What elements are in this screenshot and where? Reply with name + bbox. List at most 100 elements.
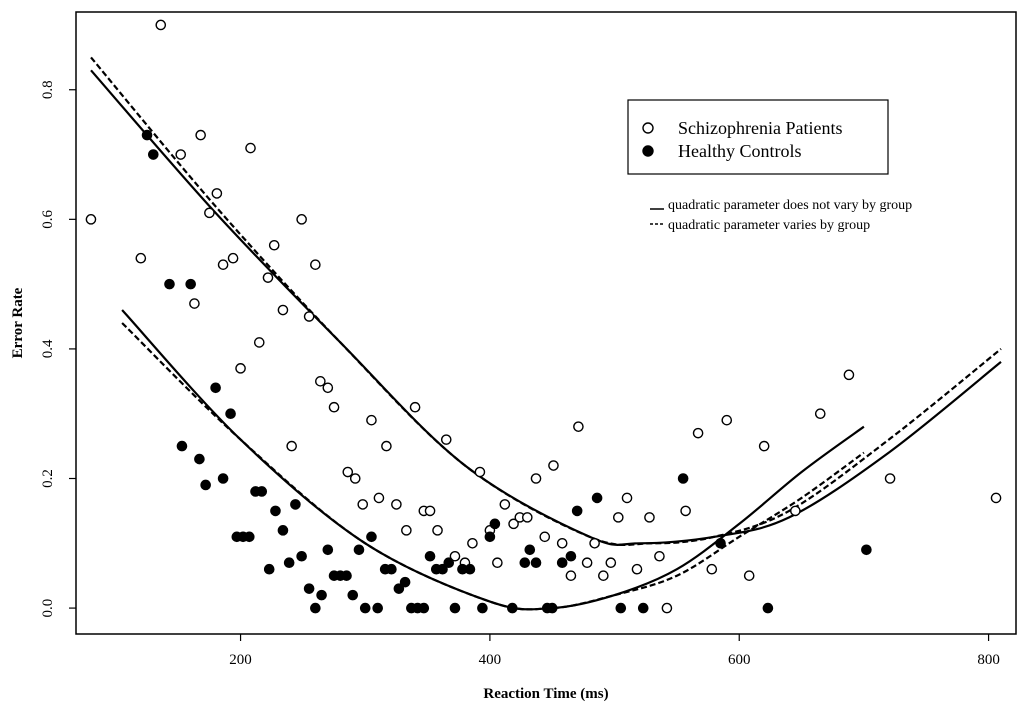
control-point xyxy=(243,531,255,543)
patient-point xyxy=(721,414,733,426)
control-point xyxy=(443,557,455,569)
patient-point xyxy=(235,363,246,374)
patient-point xyxy=(654,550,665,562)
control-point xyxy=(615,602,627,614)
patient-point xyxy=(401,525,412,536)
patient-point xyxy=(598,570,609,581)
patient-point xyxy=(277,304,289,316)
control-point xyxy=(263,563,275,575)
x-tick-label: 600 xyxy=(728,652,751,668)
control-point xyxy=(303,583,315,594)
patient-point xyxy=(373,492,385,504)
x-tick-label: 800 xyxy=(977,652,1000,668)
control-point xyxy=(347,589,359,601)
patient-point xyxy=(175,149,187,160)
y-tick-label: 0.8 xyxy=(40,80,56,99)
control-point xyxy=(507,602,518,614)
patient-point xyxy=(449,550,461,562)
control-point xyxy=(424,550,436,562)
control-point xyxy=(449,602,461,614)
control-point xyxy=(464,563,476,575)
patient-point xyxy=(743,570,755,581)
control-point xyxy=(359,602,371,614)
patient-point xyxy=(328,401,340,413)
legend-label-dashed-line: quadratic parameter varies by group xyxy=(668,218,870,233)
patient-point xyxy=(548,460,559,471)
patient-point xyxy=(644,512,655,523)
y-tick-label: 0.4 xyxy=(40,339,56,358)
patient-point xyxy=(135,252,147,264)
patient-point xyxy=(508,518,519,530)
patient-point xyxy=(253,337,265,348)
control-point xyxy=(283,557,295,569)
control-point xyxy=(366,531,377,543)
legend-box xyxy=(627,99,889,175)
patient-point xyxy=(189,298,200,309)
patient-point xyxy=(195,129,206,141)
control-point xyxy=(530,557,542,569)
control-point xyxy=(147,149,159,160)
patient-point xyxy=(521,512,533,523)
control-point xyxy=(194,453,205,465)
patient-point xyxy=(349,473,361,484)
patient-point xyxy=(357,499,369,510)
patient-point xyxy=(245,142,256,154)
patient-point xyxy=(409,401,421,413)
control-point xyxy=(277,525,289,536)
patient-point xyxy=(843,369,855,381)
legend-marker-patients xyxy=(642,122,654,134)
patient-point xyxy=(499,499,511,510)
control-point xyxy=(185,278,196,290)
control-point xyxy=(200,479,211,491)
patient-point xyxy=(758,440,770,452)
patient-point xyxy=(296,214,307,225)
control-point xyxy=(637,602,649,614)
patient-point xyxy=(310,259,321,270)
y-axis: 0.0 0.2 0.4 0.6 0.8 xyxy=(40,80,76,617)
patient-point xyxy=(621,492,633,504)
patient-point xyxy=(155,19,167,31)
control-point xyxy=(310,602,321,614)
control-point xyxy=(296,550,307,562)
patient-point xyxy=(589,537,600,549)
patient-point xyxy=(605,557,617,569)
y-tick-label: 0.0 xyxy=(40,599,56,618)
control-point xyxy=(372,602,383,614)
patient-point xyxy=(530,473,542,484)
patient-point xyxy=(556,537,568,549)
patient-point xyxy=(381,440,392,452)
patient-point xyxy=(268,239,280,251)
patient-point xyxy=(211,188,223,199)
x-tick-label: 400 xyxy=(479,652,502,668)
patient-point xyxy=(204,207,215,219)
patient-point xyxy=(391,499,402,510)
patient-point xyxy=(227,252,239,264)
control-point xyxy=(571,505,583,517)
patient-point xyxy=(432,525,443,536)
control-point xyxy=(393,583,405,594)
x-axis-title: Reaction Time (ms) xyxy=(483,686,608,702)
control-point xyxy=(270,505,281,517)
plot-frame xyxy=(75,11,1017,635)
y-tick-label: 0.2 xyxy=(40,469,56,488)
control-point xyxy=(556,557,568,569)
patient-point xyxy=(322,382,334,394)
patient-point xyxy=(573,421,584,432)
control-point xyxy=(524,544,536,556)
patient-point xyxy=(661,602,673,614)
patient-point xyxy=(286,440,297,452)
legend-label-patients: Schizophrenia Patients xyxy=(678,118,842,138)
legend-marker-controls xyxy=(642,145,654,157)
patient-point xyxy=(814,408,826,420)
control-point xyxy=(677,473,689,484)
control-point xyxy=(386,563,397,575)
patient-point xyxy=(217,259,229,270)
control-point xyxy=(176,440,188,452)
control-point xyxy=(316,589,327,601)
patient-point xyxy=(366,414,377,426)
x-tick-label: 200 xyxy=(229,652,252,668)
patient-point xyxy=(262,272,274,283)
patient-point xyxy=(424,505,436,517)
control-point xyxy=(290,499,301,510)
patient-point xyxy=(884,473,896,484)
